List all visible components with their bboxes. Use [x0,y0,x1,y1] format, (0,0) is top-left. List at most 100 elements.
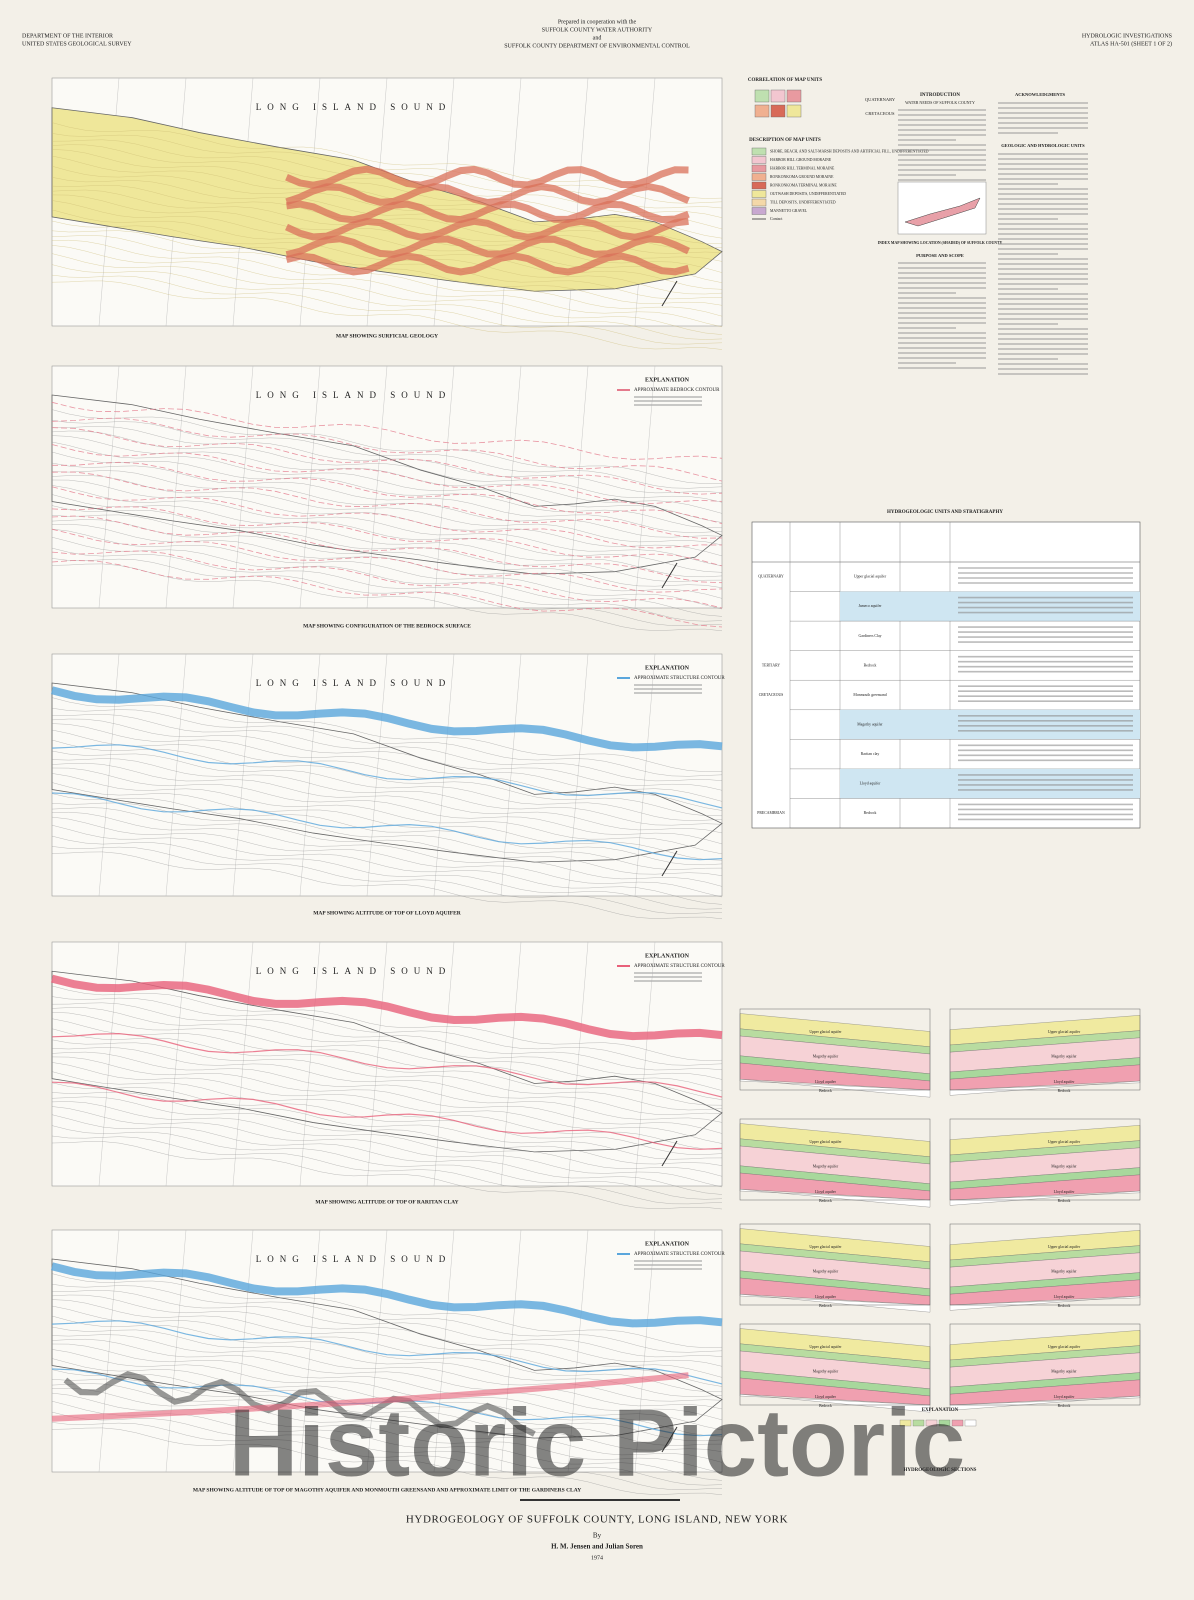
structure-contour [51,1262,723,1328]
header-right: HYDROLOGIC INVESTIGATIONS [1082,33,1172,39]
legend-item: APPROXIMATE BEDROCK CONTOUR [634,388,720,393]
topo-line [51,697,723,772]
topo-line [51,1114,723,1195]
layer-label: Magothy aquifer [1051,1165,1077,1169]
topo-line [51,537,723,617]
map-grid [567,941,589,1187]
layer-label: Upper glacial aquifer [1048,1245,1081,1249]
contact-label: Contact [770,216,783,221]
explanation-title: EXPLANATION [645,665,690,671]
topo-line [51,811,723,887]
layer-label: Magothy aquifer [813,1370,839,1374]
layer-label: Upper glacial aquifer [1048,1030,1081,1034]
layer-label: Upper glacial aquifer [809,1140,842,1144]
structure-contour [51,427,723,495]
table-cell: Upper glacial aquifer [854,575,887,579]
structure-contour [285,235,690,258]
layer-label: Bedrock [819,1199,832,1203]
map-grid [567,653,589,897]
legend-heading: DESCRIPTION OF MAP UNITS [749,138,821,143]
map-grid [500,1229,522,1473]
structure-contour [51,528,723,593]
table-cell: Raritan clay [861,752,880,756]
header-left: DEPARTMENT OF THE INTERIOR [22,33,113,39]
structure-contour [51,417,723,482]
topo-line [51,1387,723,1463]
topo-line [51,485,723,567]
map-grid [98,365,120,609]
table-cell: QUATERNARY [758,575,784,579]
layer-label: Bedrock [1058,1089,1071,1093]
structure-contour [51,1081,723,1150]
section-heading: GEOLOGIC AND HYDROLOGIC UNITS [1001,143,1085,148]
topo-line [51,851,723,919]
topo-line [51,505,723,578]
water-label: LONG ISLAND SOUND [256,390,452,400]
correlation-box [770,89,786,103]
structure-contour [51,515,723,584]
north-arrow [661,1426,678,1453]
island-outline [51,1258,723,1439]
map-grid [567,365,589,609]
water-label: LONG ISLAND SOUND [256,1254,452,1264]
topo-line [51,514,723,582]
legend-heading: CORRELATION OF MAP UNITS [748,78,823,83]
layer-label: Lloyd aquifer [1054,1190,1076,1194]
topo-line [51,280,723,350]
topo-line [51,996,723,1066]
map-grid [366,941,388,1187]
topo-line [51,846,723,914]
island-outline [51,682,723,863]
topo-line [51,1051,723,1123]
map [51,653,723,919]
unit-name: HARBOR HILL TERMINAL MORAINE [770,166,835,170]
unit-name: RONKONKOMA TERMINAL MORAINE [770,183,837,187]
topo-line [51,1299,723,1378]
layer-label: Upper glacial aquifer [1048,1345,1081,1349]
north-arrow [661,280,678,307]
table-cell: Monmouth greensand [853,693,886,697]
topo-line [51,200,723,283]
layer-label: Bedrock [1058,1199,1071,1203]
correlation-box [754,104,770,118]
topo-line [51,1028,723,1106]
layer-label: Lloyd aquifer [1054,1395,1076,1399]
topo-line [51,474,723,546]
map-grid [567,1229,589,1473]
period-label: CRETACEOUS [865,111,895,116]
structure-contour [51,1032,723,1098]
layer-label: Upper glacial aquifer [809,1245,842,1249]
topo-line [51,274,723,345]
map-grid [433,1229,455,1473]
period-label: QUATERNARY [865,97,896,102]
section-legend-swatch [964,1419,977,1427]
header-center: SUFFOLK COUNTY WATER AUTHORITY [542,27,653,33]
aquifer-row [840,768,1140,799]
topo-line [51,1101,723,1177]
topo-line [51,239,723,317]
layer-label: Bedrock [1058,1304,1071,1308]
section-heading: INTRODUCTION [920,93,960,98]
year: 1974 [591,1555,603,1561]
map-grid [500,365,522,609]
layer-label: Magothy aquifer [813,1165,839,1169]
structure-contour [51,686,723,752]
section-frame [739,1323,931,1406]
unit-name: OUTWASH DEPOSITS, UNDIFFERENTIATED [770,192,846,197]
topo-line [51,1125,723,1200]
topo-line [51,758,723,826]
section-legend-swatch [912,1419,925,1427]
layer-label: Bedrock [819,1304,832,1308]
table-cell: PRECAMBRIAN [757,811,785,815]
layer-label: Lloyd aquifer [1054,1295,1076,1299]
structure-contour [285,217,689,241]
watermark: Historic Pictoric [229,1389,965,1496]
unit-name: HARBOR HILL GROUND MORAINE [770,158,832,162]
map-grid [232,365,254,609]
topo-line [51,1427,723,1495]
index-map-island [904,197,981,227]
structure-contour [51,550,723,609]
topo-line [51,802,723,870]
structure-contour [51,471,723,539]
topo-line [51,1290,723,1358]
